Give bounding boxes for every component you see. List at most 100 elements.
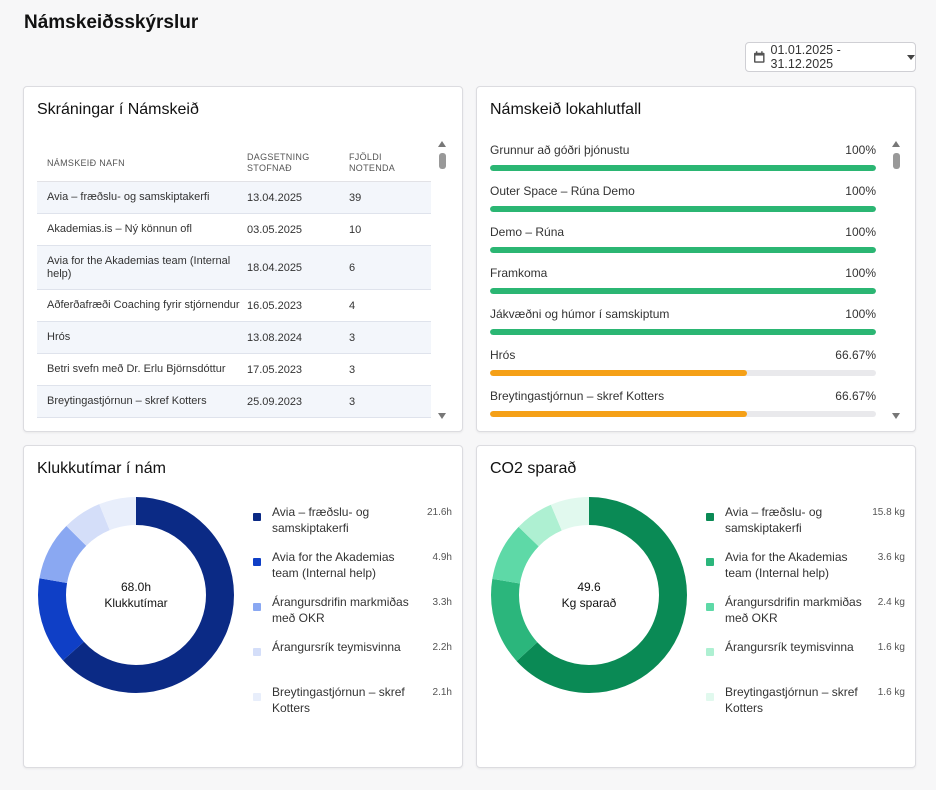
col-header-count-line2: NOTENDA — [349, 163, 396, 173]
co2-title: CO2 sparað — [490, 460, 577, 477]
legend-label: Árangursdrifin markmiðas með OKR — [272, 595, 409, 625]
legend-label: Avia for the Akademias team (Internal he… — [272, 550, 395, 580]
donut-slice[interactable] — [38, 497, 234, 693]
scroll-up-icon[interactable] — [438, 141, 446, 147]
completion-list: Grunnur að góðri þjónustu 100% Outer Space… — [490, 143, 876, 430]
legend-label: Avia – fræðslu- og samskiptakerfi — [725, 505, 823, 535]
co2-total: 49.6 — [577, 580, 601, 594]
completion-course-label: Jákvæðni og húmor í samskiptum — [490, 307, 670, 321]
completion-course-label: Grunnur að góðri þjónustu — [490, 143, 630, 157]
scroll-up-icon[interactable] — [892, 141, 900, 147]
legend-label: Avia – fræðslu- og samskiptakerfi — [272, 505, 370, 535]
legend-value: 2.4 kg — [877, 597, 905, 608]
table-header: NÁMSKEIÐ NAFN DAGSETNING STOFNAÐ FJÖLDI … — [37, 145, 431, 182]
col-header-date[interactable]: DAGSETNING STOFNAÐ — [247, 152, 349, 174]
created-date-cell: 25.09.2023 — [247, 395, 303, 408]
legend-item[interactable]: Avia for the Akademias team (Internal he… — [705, 549, 905, 594]
completion-item: Outer Space – Rúna Demo 100% — [490, 184, 876, 225]
hours-legend: Avia – fræðslu- og samskiptakerfi 21.6h Av… — [252, 504, 452, 729]
created-date-cell: 03.05.2025 — [247, 223, 303, 236]
registrations-scrollbar[interactable] — [437, 141, 447, 419]
completion-item: Breytingastjórnun – skref Kotters 66.67% — [490, 389, 876, 430]
donut-slice[interactable] — [491, 497, 687, 693]
completion-percent: 100% — [845, 143, 876, 157]
progress-bar — [490, 411, 876, 417]
progress-bar — [490, 206, 876, 212]
co2-donut-chart — [491, 497, 687, 693]
completion-percent: 100% — [845, 225, 876, 239]
progress-bar — [490, 165, 876, 171]
legend-label: Breytingastjórnun – skref Kotters — [272, 685, 405, 715]
legend-item[interactable]: Avia for the Akademias team (Internal he… — [252, 549, 452, 594]
legend-value: 15.8 kg — [872, 507, 905, 518]
user-count-cell: 3 — [349, 395, 356, 408]
completion-percent: 66.67% — [835, 389, 876, 403]
legend-swatch — [706, 603, 714, 611]
legend-swatch — [253, 693, 261, 701]
col-header-count[interactable]: FJÖLDI NOTENDA — [349, 152, 431, 174]
created-date-cell: 18.04.2025 — [247, 261, 303, 274]
hours-total-label: Klukkutímar — [104, 596, 168, 610]
legend-item[interactable]: Breytingastjórnun – skref Kotters 1.6 kg — [705, 684, 905, 729]
course-name-cell: Avia – fræðslu- og samskiptakerfi — [47, 191, 210, 203]
legend-swatch — [706, 513, 714, 521]
completion-course-label: Breytingastjórnun – skref Kotters — [490, 389, 665, 403]
completion-percent: 66.67% — [835, 348, 876, 362]
legend-item[interactable]: Breytingastjórnun – skref Kotters 2.1h — [252, 684, 452, 729]
completion-scrollbar[interactable] — [891, 141, 901, 419]
table-row[interactable]: Breytingastjórnun – skref Kotters 25.09.2… — [37, 386, 431, 418]
progress-bar-fill — [490, 370, 748, 376]
scroll-down-icon[interactable] — [438, 413, 446, 419]
course-name-cell: Aðferðafræði Coaching fyrir stjórnendur — [47, 299, 240, 311]
legend-label: Árangursrík teymisvinna — [725, 640, 854, 654]
legend-swatch — [706, 648, 714, 656]
donut-slice[interactable] — [491, 497, 687, 693]
registrations-title: Skráningar í Námskeið — [37, 101, 199, 118]
legend-item[interactable]: Árangursdrifin markmiðas með OKR 2.4 kg — [705, 594, 905, 639]
user-count-cell: 4 — [349, 299, 356, 312]
scroll-thumb[interactable] — [438, 153, 446, 169]
table-row[interactable]: Hrós 13.08.2024 3 — [37, 322, 431, 354]
completion-percent: 100% — [845, 307, 876, 321]
table-row[interactable]: Betri svefn með Dr. Erlu Björnsdóttur 17.… — [37, 354, 431, 386]
donut-slice[interactable] — [38, 497, 234, 693]
user-count-cell: 3 — [349, 331, 356, 344]
created-date-cell: 13.08.2024 — [247, 331, 303, 344]
table-row[interactable]: Avia – fræðslu- og samskiptakerfi 13.04.2… — [37, 182, 431, 214]
col-header-name[interactable]: NÁMSKEIÐ NAFN — [47, 157, 125, 168]
legend-value: 21.6h — [426, 507, 452, 518]
legend-item[interactable]: Avia – fræðslu- og samskiptakerfi 15.8 kg — [705, 504, 905, 549]
completion-item: Jákvæðni og húmor í samskiptum 100% — [490, 307, 876, 348]
progress-bar-fill — [490, 206, 876, 212]
registrations-table: NÁMSKEIÐ NAFN DAGSETNING STOFNAÐ FJÖLDI … — [37, 145, 431, 418]
created-date-cell: 16.05.2023 — [247, 299, 303, 312]
legend-value: 1.6 kg — [877, 687, 905, 698]
progress-bar — [490, 247, 876, 253]
scroll-thumb[interactable] — [892, 153, 900, 169]
legend-item[interactable]: Árangursrík teymisvinna 2.2h — [252, 639, 452, 684]
user-count-cell: 39 — [349, 191, 362, 204]
table-row[interactable]: Aðferðafræði Coaching fyrir stjórnendur 1… — [37, 290, 431, 322]
scroll-down-icon[interactable] — [892, 413, 900, 419]
progress-bar-fill — [490, 329, 876, 335]
legend-label: Árangursrík teymisvinna — [272, 640, 401, 654]
legend-swatch — [706, 558, 714, 566]
legend-item[interactable]: Árangursrík teymisvinna 1.6 kg — [705, 639, 905, 684]
course-name-cell: Betri svefn með Dr. Erlu Björnsdóttur — [47, 363, 226, 375]
created-date-cell: 13.04.2025 — [247, 191, 303, 204]
date-range-picker[interactable]: 01.01.2025 - 31.12.2025 — [745, 42, 916, 72]
completion-percent: 100% — [845, 266, 876, 280]
course-name-cell: Hrós — [47, 331, 71, 343]
legend-item[interactable]: Árangursdrifin markmiðas með OKR 3.3h — [252, 594, 452, 639]
course-name-cell: Avia for the Akademias team (Internal he… — [47, 254, 231, 280]
table-row[interactable]: Akademias.is – Ný könnun ofl 03.05.2025 10 — [37, 214, 431, 246]
legend-item[interactable]: Avia – fræðslu- og samskiptakerfi 21.6h — [252, 504, 452, 549]
registrations-card: Skráningar í Námskeið NÁMSKEIÐ NAFN DAGS… — [23, 86, 463, 432]
hours-donut-chart — [38, 497, 234, 693]
table-row[interactable]: Avia for the Akademias team (Internal he… — [37, 246, 431, 290]
co2-card: CO2 sparað 49.6 Kg sparað Avia – fræðslu… — [476, 445, 916, 768]
created-date-cell: 17.05.2023 — [247, 363, 303, 376]
legend-swatch — [253, 648, 261, 656]
progress-bar-fill — [490, 288, 876, 294]
legend-value: 3.3h — [432, 597, 452, 608]
